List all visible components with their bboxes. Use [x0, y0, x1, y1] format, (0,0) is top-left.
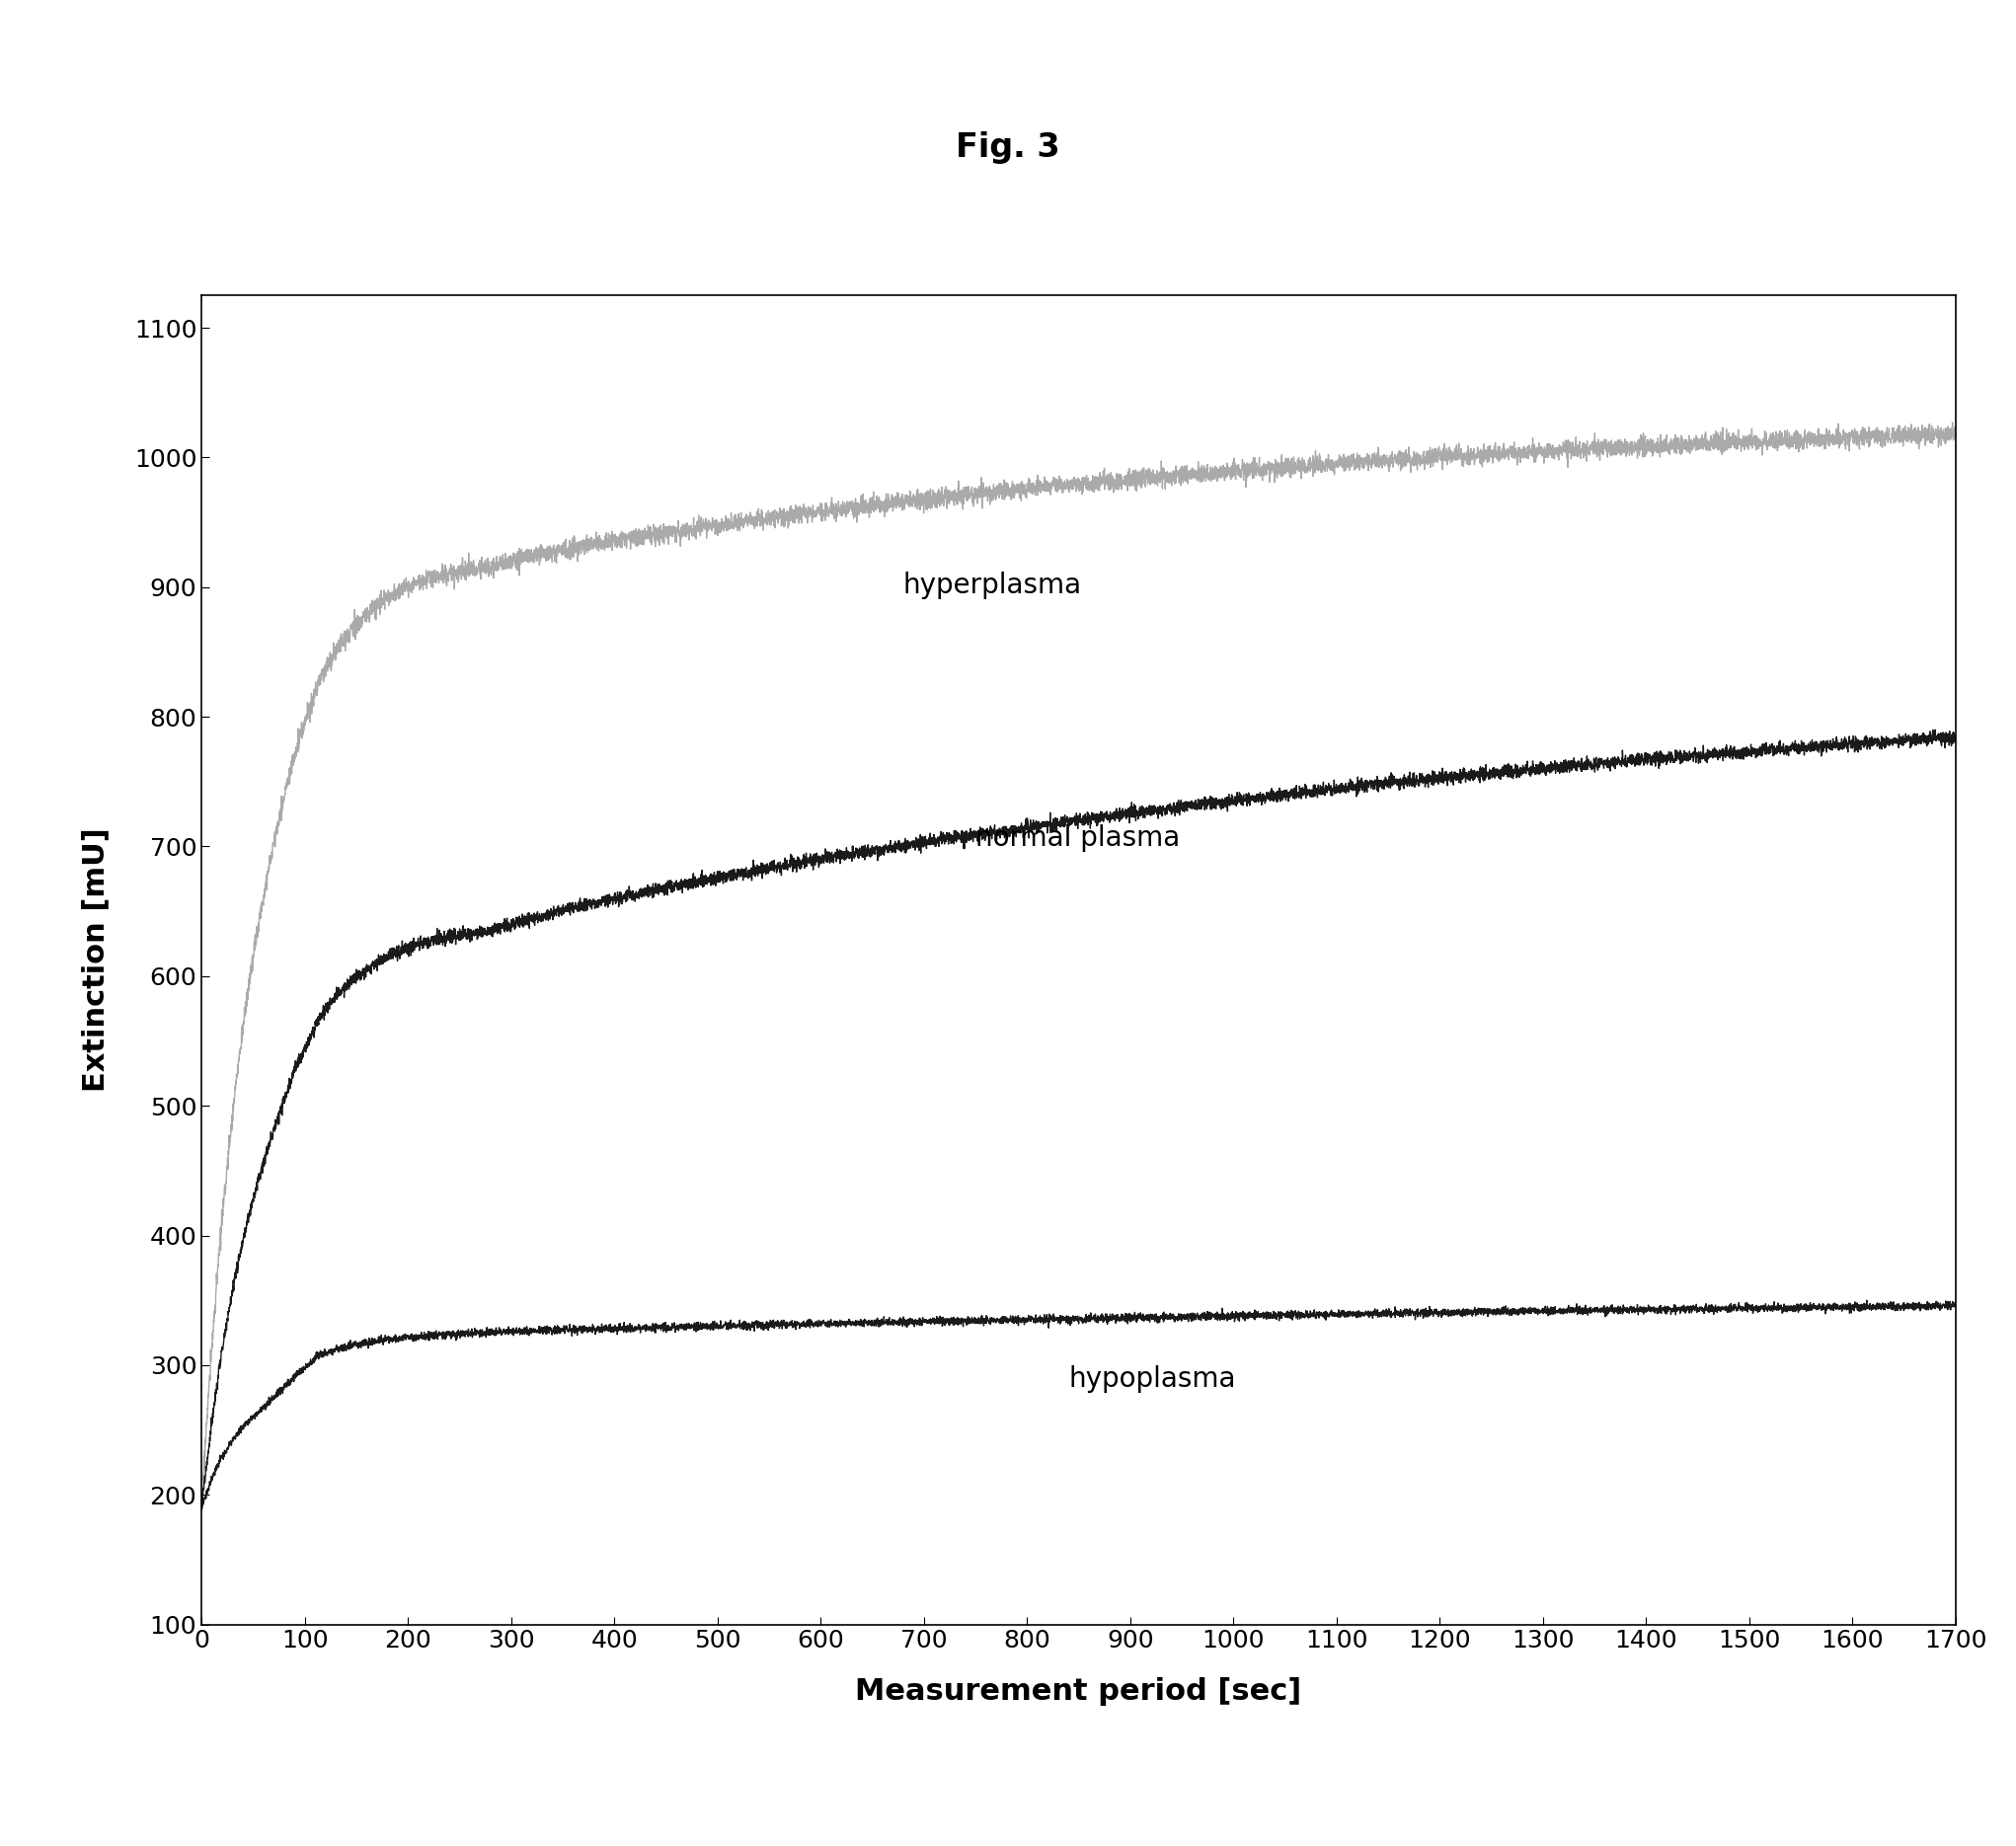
Text: normal plasma: normal plasma: [976, 825, 1179, 853]
Y-axis label: Extinction [mU]: Extinction [mU]: [81, 827, 109, 1093]
Text: hypoplasma: hypoplasma: [1068, 1366, 1236, 1394]
Text: Fig. 3: Fig. 3: [956, 131, 1060, 164]
Text: hyperplasma: hyperplasma: [903, 572, 1083, 600]
X-axis label: Measurement period [sec]: Measurement period [sec]: [855, 1678, 1302, 1706]
